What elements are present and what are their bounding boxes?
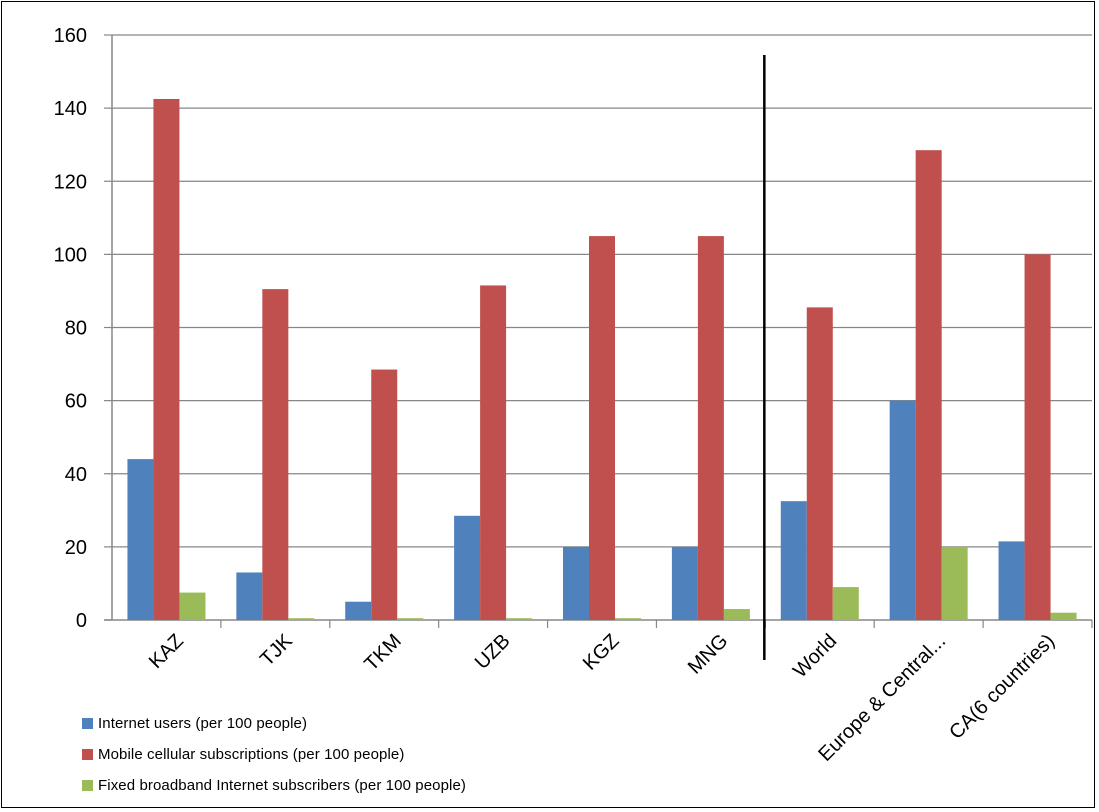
x-tick-label-mng: MNG [684, 630, 733, 679]
bar-fixed-uzb [506, 618, 533, 620]
bar-internet-kaz [127, 459, 154, 620]
bar-mobile-uzb [480, 285, 507, 620]
y-tick-label-40: 40 [65, 464, 87, 486]
bar-internet-tjk [236, 572, 263, 620]
legend-item-internet-users: Internet users (per 100 people) [82, 708, 466, 739]
y-tick-label-160: 160 [54, 25, 87, 47]
x-tick-label-tkm: TKM [360, 630, 405, 675]
x-tick-label-kgz: KGZ [579, 630, 624, 675]
bar-mobile-tkm [371, 369, 398, 620]
bar-fixed-mng [723, 609, 750, 620]
x-tick-label-uzb: UZB [471, 630, 515, 674]
x-tick-label-world: World [789, 630, 841, 682]
legend-swatch-fixed-broadband [82, 780, 93, 791]
y-tick-label-60: 60 [65, 391, 87, 413]
y-tick-label-140: 140 [54, 98, 87, 120]
bar-internet-mng [671, 546, 698, 620]
bar-fixed-kgz [615, 618, 641, 620]
legend-swatch-internet-users [82, 718, 93, 729]
bar-mobile-ca-6-countries [1024, 254, 1051, 620]
bar-internet-uzb [454, 515, 481, 620]
legend-label-mobile-subscriptions: Mobile cellular subscriptions (per 100 p… [98, 746, 405, 763]
bar-fixed-world [832, 587, 859, 620]
legend-item-mobile-subscriptions: Mobile cellular subscriptions (per 100 p… [82, 739, 466, 770]
legend-item-fixed-broadband: Fixed broadband Internet subscribers (pe… [82, 770, 466, 801]
x-tick-label-kaz: KAZ [145, 630, 188, 673]
y-tick-label-20: 20 [65, 537, 87, 559]
legend-label-internet-users: Internet users (per 100 people) [98, 715, 308, 732]
chart-legend: Internet users (per 100 people) Mobile c… [82, 708, 466, 801]
bar-internet-world [780, 501, 807, 620]
x-tick-label-ca-6-countries: CA(6 countries) [945, 630, 1059, 744]
bar-fixed-europe-central [941, 546, 968, 620]
bar-mobile-world [806, 307, 833, 620]
bar-mobile-mng [697, 236, 724, 620]
y-tick-label-100: 100 [54, 244, 87, 266]
bar-internet-kgz [563, 546, 589, 620]
bar-internet-europe-central [889, 400, 916, 620]
bar-mobile-kgz [589, 236, 615, 620]
bar-fixed-tjk [288, 618, 315, 620]
bar-internet-tkm [345, 601, 372, 620]
bar-internet-ca-6-countries [998, 541, 1025, 620]
bar-mobile-europe-central [915, 150, 942, 620]
y-tick-label-80: 80 [65, 318, 87, 340]
bar-mobile-tjk [262, 289, 289, 620]
bar-fixed-ca-6-countries [1050, 612, 1077, 620]
y-tick-label-0: 0 [76, 610, 87, 632]
bar-fixed-kaz [179, 592, 206, 620]
legend-label-fixed-broadband: Fixed broadband Internet subscribers (pe… [98, 777, 467, 794]
bar-fixed-tkm [397, 618, 424, 620]
bar-mobile-kaz [153, 98, 180, 620]
x-tick-label-tjk: TJK [256, 630, 297, 671]
y-tick-label-120: 120 [54, 171, 87, 193]
legend-swatch-mobile-subscriptions [82, 749, 93, 760]
